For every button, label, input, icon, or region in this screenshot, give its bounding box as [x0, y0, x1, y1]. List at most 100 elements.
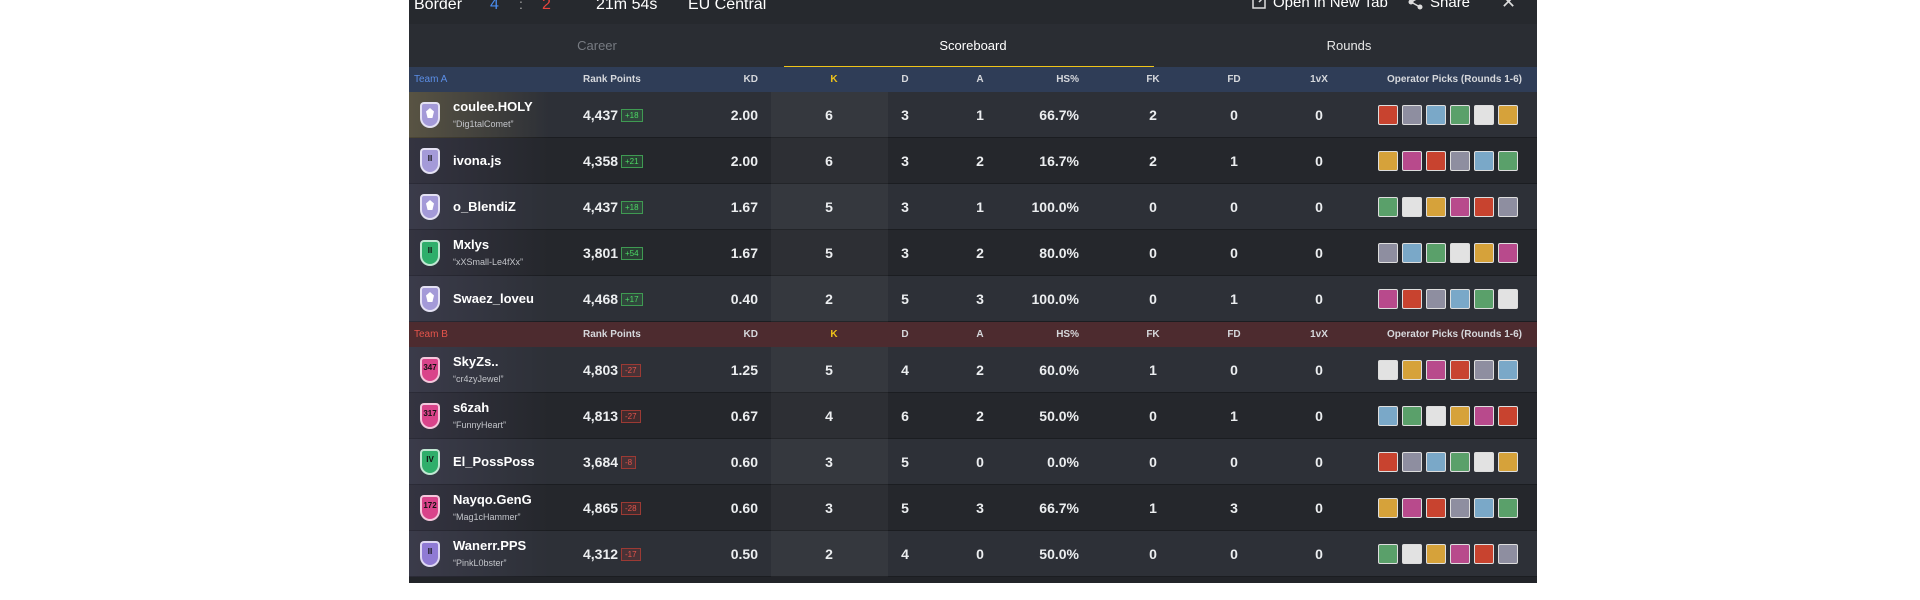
operator-icon [1378, 452, 1398, 472]
column-header[interactable]: FK [1146, 329, 1160, 340]
player-name[interactable]: ivona.js [453, 153, 502, 168]
k-column-highlight [771, 531, 888, 577]
operator-icon [1498, 289, 1518, 309]
column-header[interactable]: A [976, 74, 984, 85]
rank-change: +17 [621, 293, 643, 306]
k-column-highlight [771, 276, 888, 322]
k-value: 6 [825, 107, 833, 123]
column-header[interactable]: D [901, 329, 909, 340]
rank-points-value: 4,437 [583, 199, 619, 215]
rank-badge [420, 148, 440, 174]
player-name[interactable]: Nayqo.GenG [453, 492, 532, 507]
player-row [409, 393, 1537, 439]
k-value: 2 [825, 546, 833, 562]
operator-icon [1426, 289, 1446, 309]
k-value: 4 [825, 408, 833, 424]
k-value: 5 [825, 199, 833, 215]
k-value: 3 [825, 500, 833, 516]
kd-value: 1.67 [730, 245, 758, 261]
open-new-tab-button[interactable]: Open in New Tab [1273, 0, 1388, 11]
d-value: 5 [901, 454, 909, 470]
column-header[interactable]: 1vX [1310, 74, 1328, 85]
player-name[interactable]: s6zah [453, 400, 490, 415]
player-name[interactable]: Wanerr.PPS [453, 538, 527, 553]
hs-value: 60.0% [1039, 362, 1079, 378]
column-header[interactable]: 1vX [1310, 329, 1328, 340]
operator-icon [1498, 197, 1518, 217]
operator-icon [1450, 151, 1470, 171]
column-header[interactable]: A [976, 329, 984, 340]
operator-icon [1378, 544, 1398, 564]
a-value: 3 [976, 291, 984, 307]
player-alias: “FunnyHeart” [453, 420, 507, 430]
operator-icon [1426, 544, 1446, 564]
tab[interactable]: Rounds [1326, 38, 1372, 53]
player-name[interactable]: El_PossPoss [453, 454, 535, 469]
column-header[interactable]: K [830, 329, 838, 340]
close-button[interactable]: ✕ [1501, 0, 1517, 12]
one-vx-value: 0 [1315, 107, 1323, 123]
operator-icon [1402, 197, 1422, 217]
map-name: Border [414, 0, 463, 13]
fk-value: 0 [1149, 291, 1157, 307]
d-value: 6 [901, 408, 909, 424]
column-header[interactable]: FK [1146, 74, 1160, 85]
player-name[interactable]: o_BlendiZ [453, 199, 516, 214]
column-header[interactable]: KD [743, 74, 758, 85]
fk-value: 2 [1149, 107, 1157, 123]
operator-icon [1498, 151, 1518, 171]
share-button[interactable]: Share [1430, 0, 1471, 11]
rank-points-value: 4,803 [583, 362, 619, 378]
hs-value: 100.0% [1031, 199, 1079, 215]
operator-icon [1402, 105, 1422, 125]
player-name[interactable]: Mxlys [453, 237, 490, 252]
operator-icon [1474, 289, 1494, 309]
rank-badge-label: II [427, 246, 433, 255]
column-header[interactable]: K [830, 74, 838, 85]
rank-change: -8 [621, 456, 637, 469]
column-header[interactable]: FD [1227, 74, 1241, 85]
operator-icon [1474, 360, 1494, 380]
fd-value: 3 [1230, 500, 1238, 516]
operator-icon [1402, 289, 1422, 309]
fk-value: 0 [1149, 199, 1157, 215]
operator-icon [1426, 105, 1446, 125]
team-header-row [409, 322, 1537, 347]
rank-badge-star [426, 108, 434, 118]
rank-badge [420, 240, 440, 266]
column-header[interactable]: FD [1227, 329, 1241, 340]
player-name[interactable]: SkyZs.. [453, 354, 499, 369]
fd-value: 1 [1230, 291, 1238, 307]
a-value: 1 [976, 107, 984, 123]
column-header[interactable]: D [901, 74, 909, 85]
share-icon [1408, 0, 1423, 10]
fd-value: 0 [1230, 362, 1238, 378]
column-header[interactable]: KD [743, 329, 758, 340]
one-vx-value: 0 [1315, 291, 1323, 307]
kd-value: 0.60 [730, 500, 758, 516]
d-value: 3 [901, 153, 909, 169]
tab[interactable]: Career [577, 38, 617, 53]
column-header[interactable]: HS% [1056, 329, 1079, 340]
player-name[interactable]: coulee.HOLY [453, 99, 533, 114]
one-vx-value: 0 [1315, 546, 1323, 562]
a-value: 2 [976, 362, 984, 378]
kd-value: 2.00 [730, 153, 758, 169]
operator-icon [1426, 406, 1446, 426]
operator-icon [1426, 151, 1446, 171]
k-column-highlight [771, 92, 888, 138]
score-b: 2 [542, 0, 551, 13]
column-header[interactable]: HS% [1056, 74, 1079, 85]
operator-icon [1378, 498, 1398, 518]
player-row [409, 92, 1537, 138]
k-value: 5 [825, 245, 833, 261]
a-value: 2 [976, 245, 984, 261]
a-value: 1 [976, 199, 984, 215]
player-name[interactable]: Swaez_loveu [453, 291, 534, 306]
score-separator: : [519, 0, 523, 12]
one-vx-value: 0 [1315, 153, 1323, 169]
player-alias: “PinkL0bster” [453, 558, 507, 568]
k-column-highlight [771, 184, 888, 230]
tab[interactable]: Scoreboard [939, 38, 1007, 53]
